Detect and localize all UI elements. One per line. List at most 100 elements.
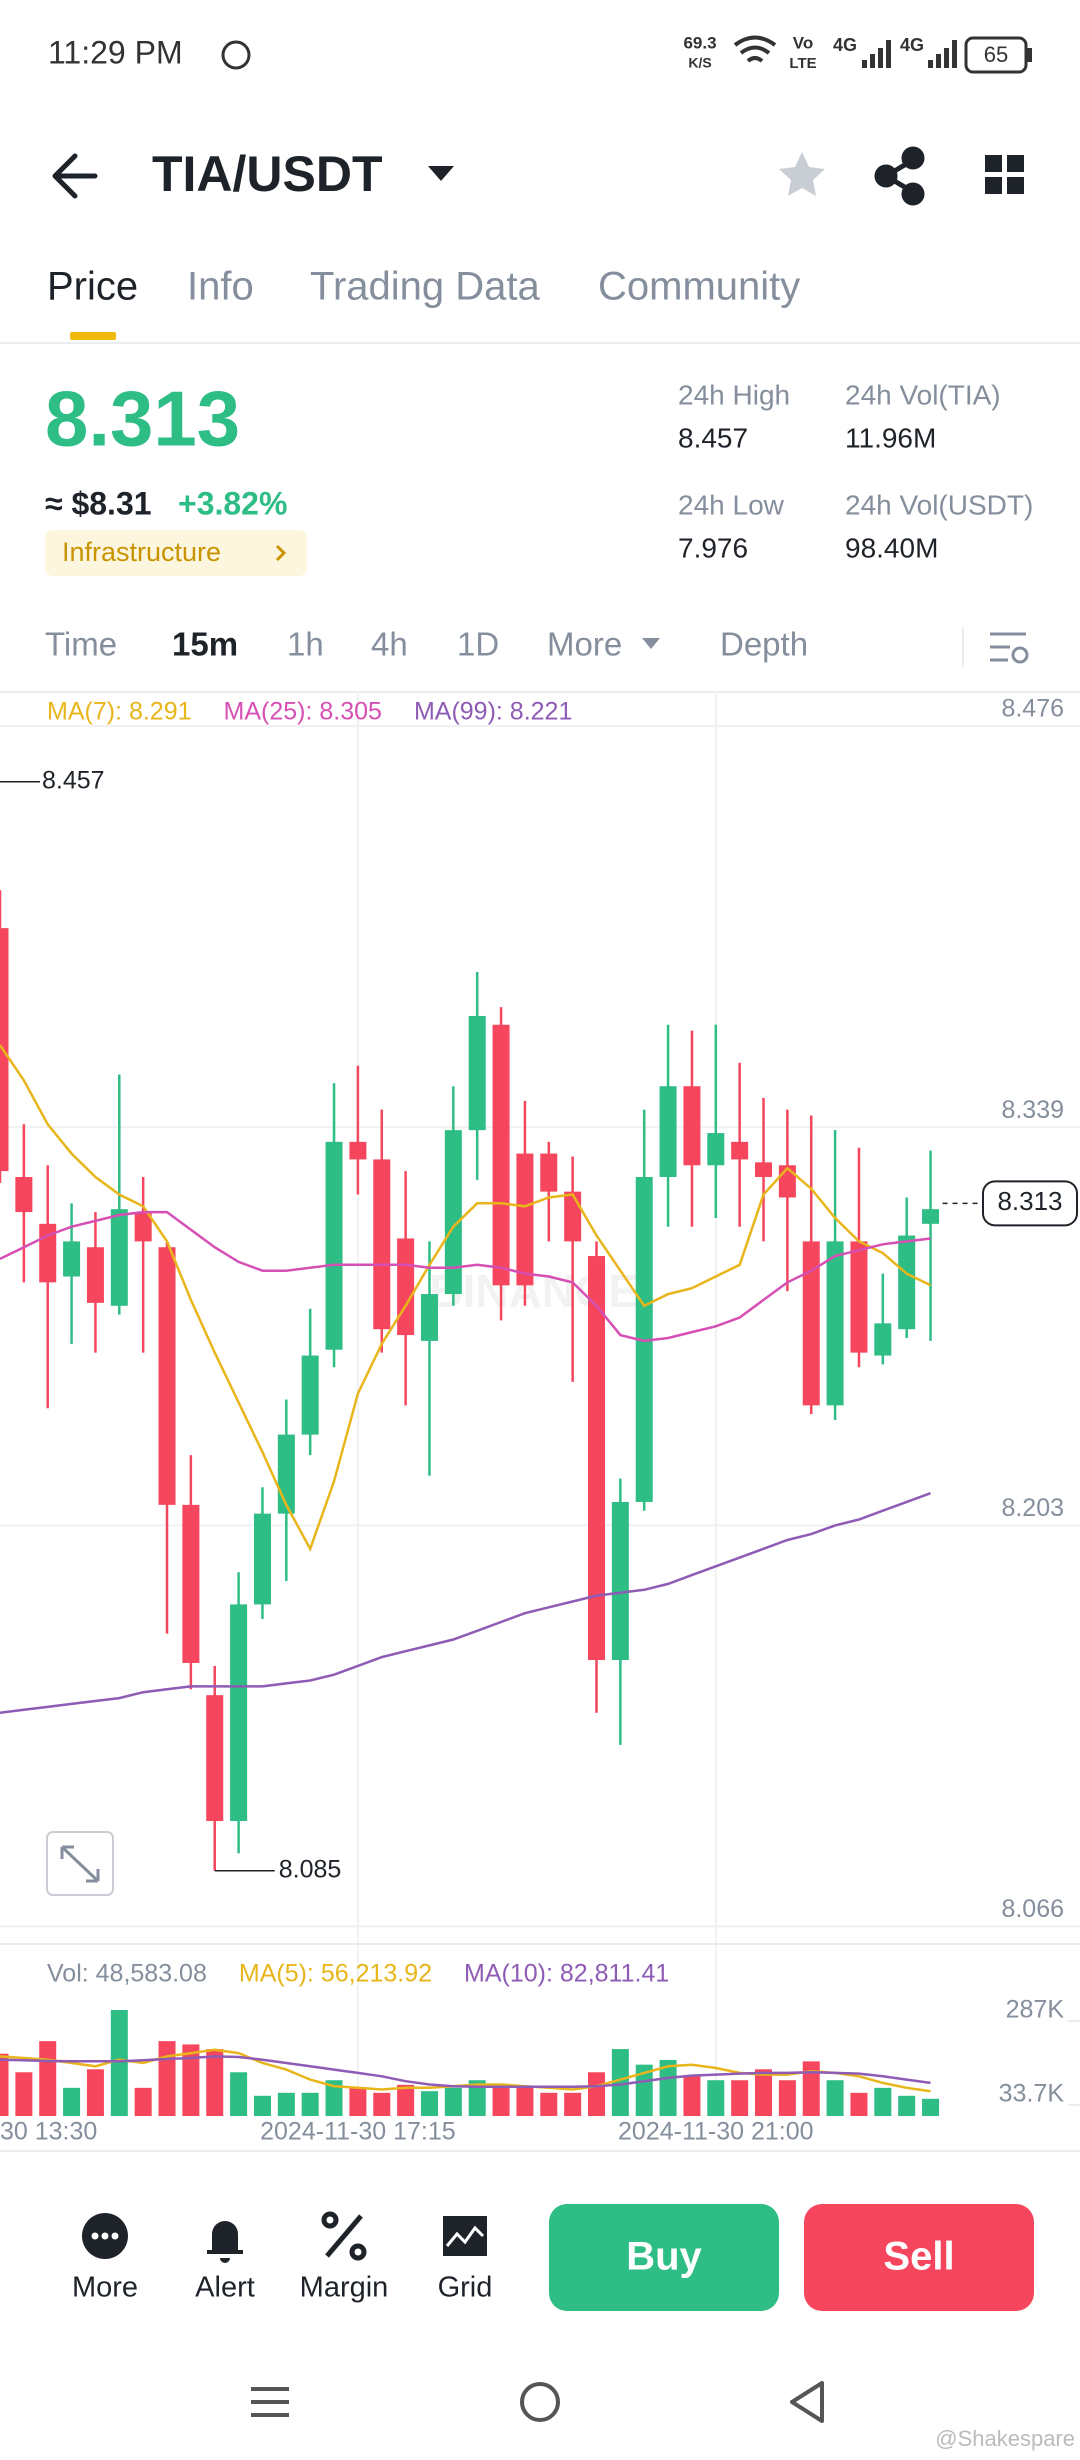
candle-body xyxy=(110,1209,128,1306)
legend-entry: MA(7): 8.291 xyxy=(47,698,192,726)
wifi-icon xyxy=(733,35,777,63)
margin-icon[interactable] xyxy=(321,2211,367,2261)
volume-bar xyxy=(611,2049,629,2116)
candle-body xyxy=(492,1024,510,1286)
sell-label[interactable]: Sell xyxy=(883,2235,954,2279)
pair-dropdown[interactable] xyxy=(428,166,454,181)
y-tick-label: 8.476 xyxy=(1001,695,1064,723)
battery-icon xyxy=(964,36,1028,74)
net-speed: 69.3 xyxy=(683,33,716,52)
interval[interactable]: More xyxy=(547,626,622,663)
y-tick-label: 8.066 xyxy=(1001,1895,1064,1923)
candle-body xyxy=(564,1191,582,1242)
candle-body xyxy=(206,1695,224,1822)
candle-body xyxy=(588,1256,605,1661)
candle-body xyxy=(230,1604,248,1822)
buy-button[interactable] xyxy=(549,2204,779,2311)
y-tick-label: 287K xyxy=(1006,1996,1065,2024)
volume-bar xyxy=(850,2092,868,2116)
volume-bar xyxy=(15,2072,33,2116)
volume-bar xyxy=(588,2072,605,2116)
volume-bar xyxy=(731,2080,749,2116)
menu-button[interactable] xyxy=(985,155,1024,194)
volume-bar xyxy=(110,2010,128,2116)
nav-back[interactable] xyxy=(790,2381,824,2423)
interval[interactable]: 1D xyxy=(457,626,499,663)
action-label[interactable]: Alert xyxy=(195,2272,255,2304)
tag-label[interactable]: Infrastructure xyxy=(62,537,221,567)
ma-line xyxy=(0,1044,932,1552)
pair-title[interactable]: TIA/USDT xyxy=(152,146,383,202)
action-label[interactable]: Grid xyxy=(438,2272,493,2304)
volume-bar xyxy=(444,2087,462,2116)
volume-title: Vol: 48,583.08 xyxy=(47,1960,207,1988)
volume-bar xyxy=(635,2064,653,2116)
interval[interactable]: 1h xyxy=(287,626,324,663)
candle-body xyxy=(468,1015,486,1131)
volume-bar xyxy=(134,2087,152,2116)
favorite-button[interactable] xyxy=(779,152,825,196)
legend-entry: MA(99): 8.221 xyxy=(414,698,572,726)
x-tick-label: 30 13:30 xyxy=(0,2118,97,2146)
tab-indicator xyxy=(70,332,116,340)
chart-settings[interactable] xyxy=(990,632,1029,664)
candle-body xyxy=(922,1209,940,1224)
tag-chip[interactable] xyxy=(45,530,307,576)
volume-bar xyxy=(0,2053,9,2116)
legend-entry: MA(10): 82,811.41 xyxy=(464,1960,669,1988)
candle-body xyxy=(635,1176,653,1502)
tab[interactable]: Community xyxy=(598,265,800,309)
action-label[interactable]: Margin xyxy=(300,2272,389,2304)
high-label: 8.457 xyxy=(42,766,105,794)
grid-icon[interactable] xyxy=(443,2216,487,2256)
buy-label[interactable]: Buy xyxy=(626,2235,702,2279)
candle-body xyxy=(277,1434,295,1514)
status-time: 11:29 PM xyxy=(48,34,183,70)
volume-bar xyxy=(373,2092,391,2116)
volte-bottom: LTE xyxy=(789,55,816,72)
low-label: 8.085 xyxy=(279,1855,342,1883)
tab[interactable]: Info xyxy=(187,265,254,309)
signal-icon xyxy=(862,40,891,68)
volume-bar xyxy=(683,2075,701,2116)
nav-recents[interactable] xyxy=(251,2387,289,2417)
interval[interactable]: 4h xyxy=(371,626,408,663)
volume-bar xyxy=(158,2041,176,2116)
last-price-box xyxy=(982,1180,1078,1227)
volume-bar xyxy=(277,2092,295,2116)
last-price: 8.313 xyxy=(45,375,240,463)
volume-bar xyxy=(755,2069,773,2116)
candle-body xyxy=(325,1141,343,1350)
legend-entry: MA(5): 56,213.92 xyxy=(239,1960,432,1988)
net-unit: K/S xyxy=(688,55,711,71)
volume-bar xyxy=(778,2080,796,2116)
nav-home[interactable] xyxy=(520,2382,560,2422)
tab[interactable]: Trading Data xyxy=(310,265,541,309)
stat-label: 24h Vol(USDT) xyxy=(845,489,1033,520)
volume-bar xyxy=(826,2080,844,2116)
volume-bar xyxy=(707,2080,725,2116)
sell-button[interactable] xyxy=(804,2204,1034,2311)
action-label[interactable]: More xyxy=(72,2272,138,2304)
legend-entry: MA(25): 8.305 xyxy=(224,698,382,726)
tab[interactable]: Price xyxy=(47,265,138,309)
volume-bar xyxy=(420,2091,438,2116)
interval[interactable]: 15m xyxy=(172,626,238,663)
candle-body xyxy=(301,1355,319,1435)
more-arrow xyxy=(642,638,660,649)
volume-bar xyxy=(253,2095,271,2116)
kline-chart: 30 13:30 2024-11-30 17:15 2024-11-30 21:00… xyxy=(0,691,1080,2146)
share-button[interactable] xyxy=(874,146,925,206)
back-button[interactable] xyxy=(52,153,98,199)
volume-bar xyxy=(349,2087,367,2116)
interval[interactable]: Time xyxy=(45,626,117,663)
interval[interactable]: Depth xyxy=(720,626,808,663)
volume-bar xyxy=(63,2087,81,2116)
stat-label: 24h High xyxy=(678,379,790,410)
volume-bar xyxy=(922,2098,940,2116)
volume-bar xyxy=(564,2092,582,2116)
fullscreen-icon xyxy=(60,1845,100,1883)
candle-body xyxy=(874,1323,892,1356)
alert-icon[interactable] xyxy=(207,2221,243,2263)
more-icon[interactable] xyxy=(82,2213,128,2259)
